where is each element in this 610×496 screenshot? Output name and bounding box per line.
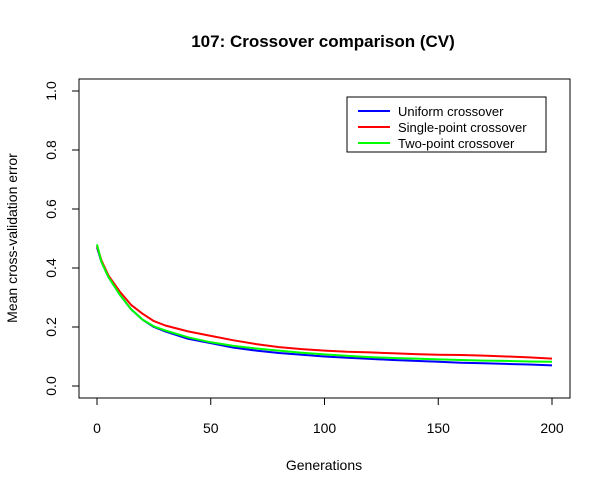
legend-label: Uniform crossover [398, 104, 504, 119]
y-tick-label: 1.0 [43, 81, 59, 101]
legend-label: Single-point crossover [398, 120, 527, 135]
series-line [96, 245, 553, 360]
x-axis: 0 50 100 150 200 [93, 397, 564, 436]
x-tick-label: 200 [540, 420, 564, 436]
x-axis-label: Generations [286, 457, 362, 473]
chart-title: 107: Crossover comparison (CV) [191, 32, 455, 51]
series-line [96, 244, 553, 363]
legend-label: Two-point crossover [398, 136, 515, 151]
series-line [96, 247, 553, 367]
y-tick-label: 0.6 [43, 199, 59, 219]
x-tick-label: 0 [93, 420, 101, 436]
y-tick-label: 0.0 [43, 376, 59, 396]
series-lines [96, 244, 553, 367]
y-tick-label: 0.8 [43, 140, 59, 160]
y-axis: 0.0 0.2 0.4 0.6 0.8 1.0 [43, 81, 80, 396]
y-tick-label: 0.4 [43, 258, 59, 278]
x-tick-label: 150 [427, 420, 451, 436]
x-tick-label: 100 [313, 420, 337, 436]
y-tick-label: 0.2 [43, 317, 59, 337]
y-axis-label: Mean cross-validation error [4, 153, 20, 323]
x-tick-label: 50 [203, 420, 219, 436]
